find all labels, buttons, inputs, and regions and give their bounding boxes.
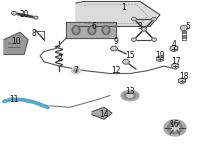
Text: 2: 2	[58, 54, 62, 63]
Text: 16: 16	[169, 120, 179, 130]
Text: 5: 5	[186, 22, 190, 31]
Ellipse shape	[102, 26, 110, 35]
Text: 8: 8	[32, 29, 36, 38]
Polygon shape	[76, 1, 160, 26]
Polygon shape	[172, 63, 178, 69]
Text: 17: 17	[171, 57, 181, 66]
Text: 15: 15	[125, 51, 135, 60]
Circle shape	[132, 17, 136, 21]
Circle shape	[12, 11, 16, 15]
Circle shape	[171, 125, 179, 131]
Polygon shape	[179, 78, 185, 84]
Circle shape	[132, 38, 136, 41]
Ellipse shape	[90, 27, 94, 33]
Ellipse shape	[74, 27, 78, 33]
Polygon shape	[4, 32, 28, 54]
Text: 1: 1	[122, 3, 126, 12]
Text: 6: 6	[92, 22, 96, 31]
Text: 20: 20	[19, 10, 29, 19]
Text: 19: 19	[155, 51, 165, 60]
Text: 13: 13	[125, 87, 135, 96]
Text: 9: 9	[114, 37, 118, 46]
Text: 10: 10	[11, 37, 21, 46]
Text: 12: 12	[111, 66, 121, 75]
Polygon shape	[157, 56, 163, 62]
Circle shape	[180, 25, 188, 31]
Ellipse shape	[88, 26, 96, 35]
Circle shape	[152, 38, 156, 41]
Circle shape	[152, 17, 156, 21]
Circle shape	[142, 28, 146, 31]
Circle shape	[167, 122, 183, 133]
Ellipse shape	[121, 90, 139, 101]
Circle shape	[72, 67, 80, 74]
Polygon shape	[66, 22, 116, 38]
Ellipse shape	[127, 94, 133, 97]
Text: 7: 7	[74, 66, 78, 75]
Ellipse shape	[72, 26, 80, 35]
Ellipse shape	[124, 92, 136, 99]
Polygon shape	[170, 45, 178, 52]
Text: 11: 11	[9, 95, 19, 105]
Circle shape	[164, 120, 186, 136]
Ellipse shape	[104, 27, 108, 33]
Circle shape	[74, 69, 78, 72]
Text: 3: 3	[138, 22, 142, 31]
Polygon shape	[122, 59, 130, 64]
Polygon shape	[92, 107, 112, 119]
Circle shape	[34, 16, 38, 19]
Text: 4: 4	[172, 40, 176, 49]
Text: 14: 14	[99, 110, 109, 119]
Polygon shape	[110, 46, 118, 51]
Text: 18: 18	[179, 72, 189, 81]
